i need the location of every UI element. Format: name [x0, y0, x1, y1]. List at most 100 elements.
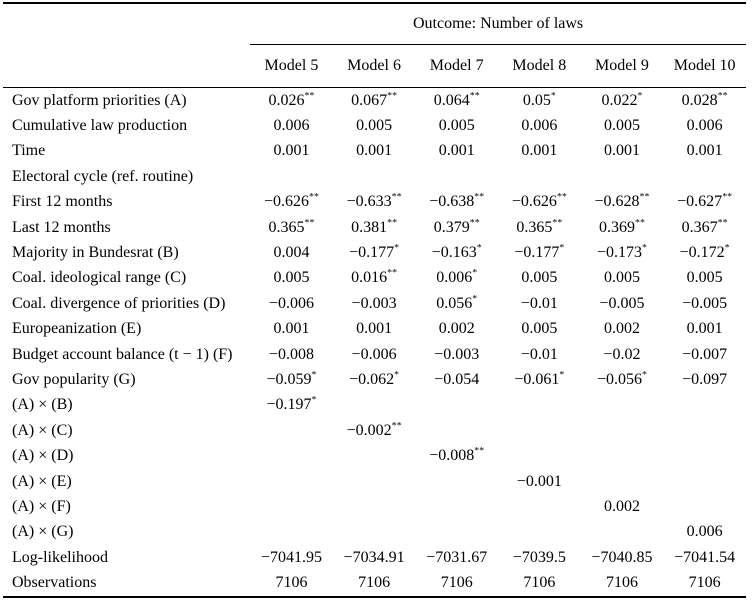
table-row: Cumulative law production 0.006 0.005 0.005… — [3, 113, 746, 138]
value-cell: −0.626** — [511, 191, 567, 211]
value-cell: 0.005 — [521, 320, 558, 338]
value-cell: −0.054 — [434, 370, 480, 388]
significance-stars: ** — [469, 217, 480, 229]
row-label: (A) × (B) — [12, 396, 73, 414]
significance-stars: ** — [304, 90, 315, 102]
value-cell: 0.367** — [681, 217, 728, 236]
row-label: Coal. divergence of priorities (D) — [12, 294, 226, 312]
column-header-2: Model 6 — [332, 44, 416, 88]
significance-stars: ** — [556, 191, 567, 203]
significance-stars: ** — [634, 217, 645, 229]
table-row: Coal. divergence of priorities (D) −0.006… — [3, 291, 746, 316]
stub-cell — [3, 3, 250, 45]
outcome-title-row: Outcome: Number of laws — [3, 3, 746, 45]
row-label: (A) × (D) — [12, 447, 74, 465]
value-cell — [581, 443, 664, 468]
value-cell: 7106 — [358, 574, 391, 592]
significance-stars: ** — [391, 191, 402, 203]
significance-stars: * — [724, 242, 730, 254]
table-row: Electoral cycle (ref. routine) — [3, 164, 746, 189]
table-row: Gov popularity (G) −0.059* −0.062* −0.054 −0… — [3, 367, 746, 392]
value-cell: −0.006 — [268, 294, 314, 312]
value-cell — [250, 469, 333, 494]
table-header: Outcome: Number of laws Model 5 Model 6 Mo… — [3, 3, 746, 88]
value-cell: 0.002 — [603, 497, 640, 515]
value-cell — [415, 494, 498, 519]
value-cell — [250, 520, 333, 545]
table-row: (A) × (G) 0.006 — [3, 520, 746, 545]
value-cell: −0.008 — [268, 345, 314, 363]
significance-stars: ** — [387, 268, 398, 280]
value-cell: −0.01 — [520, 345, 558, 363]
value-cell — [250, 164, 333, 189]
significance-stars: * — [472, 293, 478, 305]
row-label: Last 12 months — [12, 218, 111, 236]
value-cell — [663, 443, 746, 468]
row-label: Cumulative law production — [12, 117, 188, 135]
significance-stars: ** — [717, 90, 728, 102]
value-cell: 0.067** — [351, 90, 398, 109]
value-cell: −0.01 — [520, 294, 558, 312]
value-cell: −0.007 — [682, 345, 728, 363]
significance-stars: ** — [309, 191, 319, 203]
row-label: Gov popularity (G) — [12, 370, 136, 388]
value-cell: −0.197* — [266, 395, 317, 414]
value-cell: 0.05* — [522, 90, 556, 109]
significance-stars: * — [641, 369, 647, 381]
value-cell: −7031.67 — [426, 548, 488, 566]
value-cell — [663, 418, 746, 443]
value-cell: −7041.54 — [674, 548, 736, 566]
significance-stars: ** — [717, 217, 728, 229]
table-row: Log-likelihood −7041.95 −7034.91 −7031.67 −7… — [3, 545, 746, 570]
value-cell: −0.056* — [596, 369, 647, 388]
value-cell: −0.006 — [351, 345, 397, 363]
column-header-1: Model 5 — [250, 44, 333, 88]
value-cell — [250, 443, 333, 468]
value-cell — [663, 393, 746, 418]
significance-stars: * — [472, 268, 478, 280]
table-row: Majority in Bundesrat (B) 0.004 −0.177* −0.… — [3, 240, 746, 265]
table-row: Coal. ideological range (C) 0.005 0.016** 0… — [3, 266, 746, 291]
value-cell: −0.059* — [266, 369, 317, 388]
value-cell — [333, 443, 416, 468]
row-label: Europeanization (E) — [12, 320, 142, 338]
value-cell: 0.006 — [686, 523, 723, 541]
row-label: (A) × (F) — [12, 497, 71, 515]
row-label: Observations — [12, 574, 97, 592]
significance-stars: * — [550, 90, 556, 102]
value-cell: 0.001 — [273, 320, 310, 338]
value-cell: 0.001 — [521, 142, 558, 160]
value-cell — [250, 418, 333, 443]
column-header-4: Model 8 — [498, 44, 581, 88]
value-cell: −0.177* — [514, 242, 565, 262]
value-cell: −7034.91 — [343, 548, 405, 566]
value-cell: 0.379** — [433, 217, 480, 236]
significance-stars: ** — [469, 90, 480, 102]
row-label: Coal. ideological range (C) — [12, 269, 187, 287]
table-title: Outcome: Number of laws — [250, 3, 746, 45]
value-cell: −0.005 — [682, 294, 728, 312]
value-cell: 0.064** — [433, 90, 480, 109]
value-cell — [333, 520, 416, 545]
value-cell: 0.002 — [438, 320, 475, 338]
significance-stars: * — [559, 242, 565, 254]
table-row: Last 12 months 0.365** 0.381** 0.379** 0.365… — [3, 215, 746, 240]
row-label: (A) × (C) — [12, 421, 73, 439]
significance-stars: * — [641, 242, 647, 254]
value-cell: 0.005 — [438, 117, 475, 135]
value-cell: 0.006* — [436, 268, 478, 287]
significance-stars: ** — [474, 191, 485, 203]
table-body: Gov platform priorities (A) 0.026** 0.067*… — [3, 88, 746, 597]
value-cell: −0.172* — [679, 242, 730, 262]
value-cell — [333, 393, 416, 418]
value-cell: −0.001 — [516, 472, 562, 490]
significance-stars: * — [637, 90, 643, 102]
table-row: (A) × (D) −0.008** — [3, 443, 746, 468]
row-label: Gov platform priorities (A) — [12, 91, 187, 109]
value-cell: 0.028** — [681, 90, 728, 109]
value-cell: 0.022* — [601, 90, 643, 109]
value-cell: −0.008** — [429, 445, 485, 465]
value-cell: −0.003 — [351, 294, 397, 312]
table-row: (A) × (F) 0.002 — [3, 494, 746, 519]
